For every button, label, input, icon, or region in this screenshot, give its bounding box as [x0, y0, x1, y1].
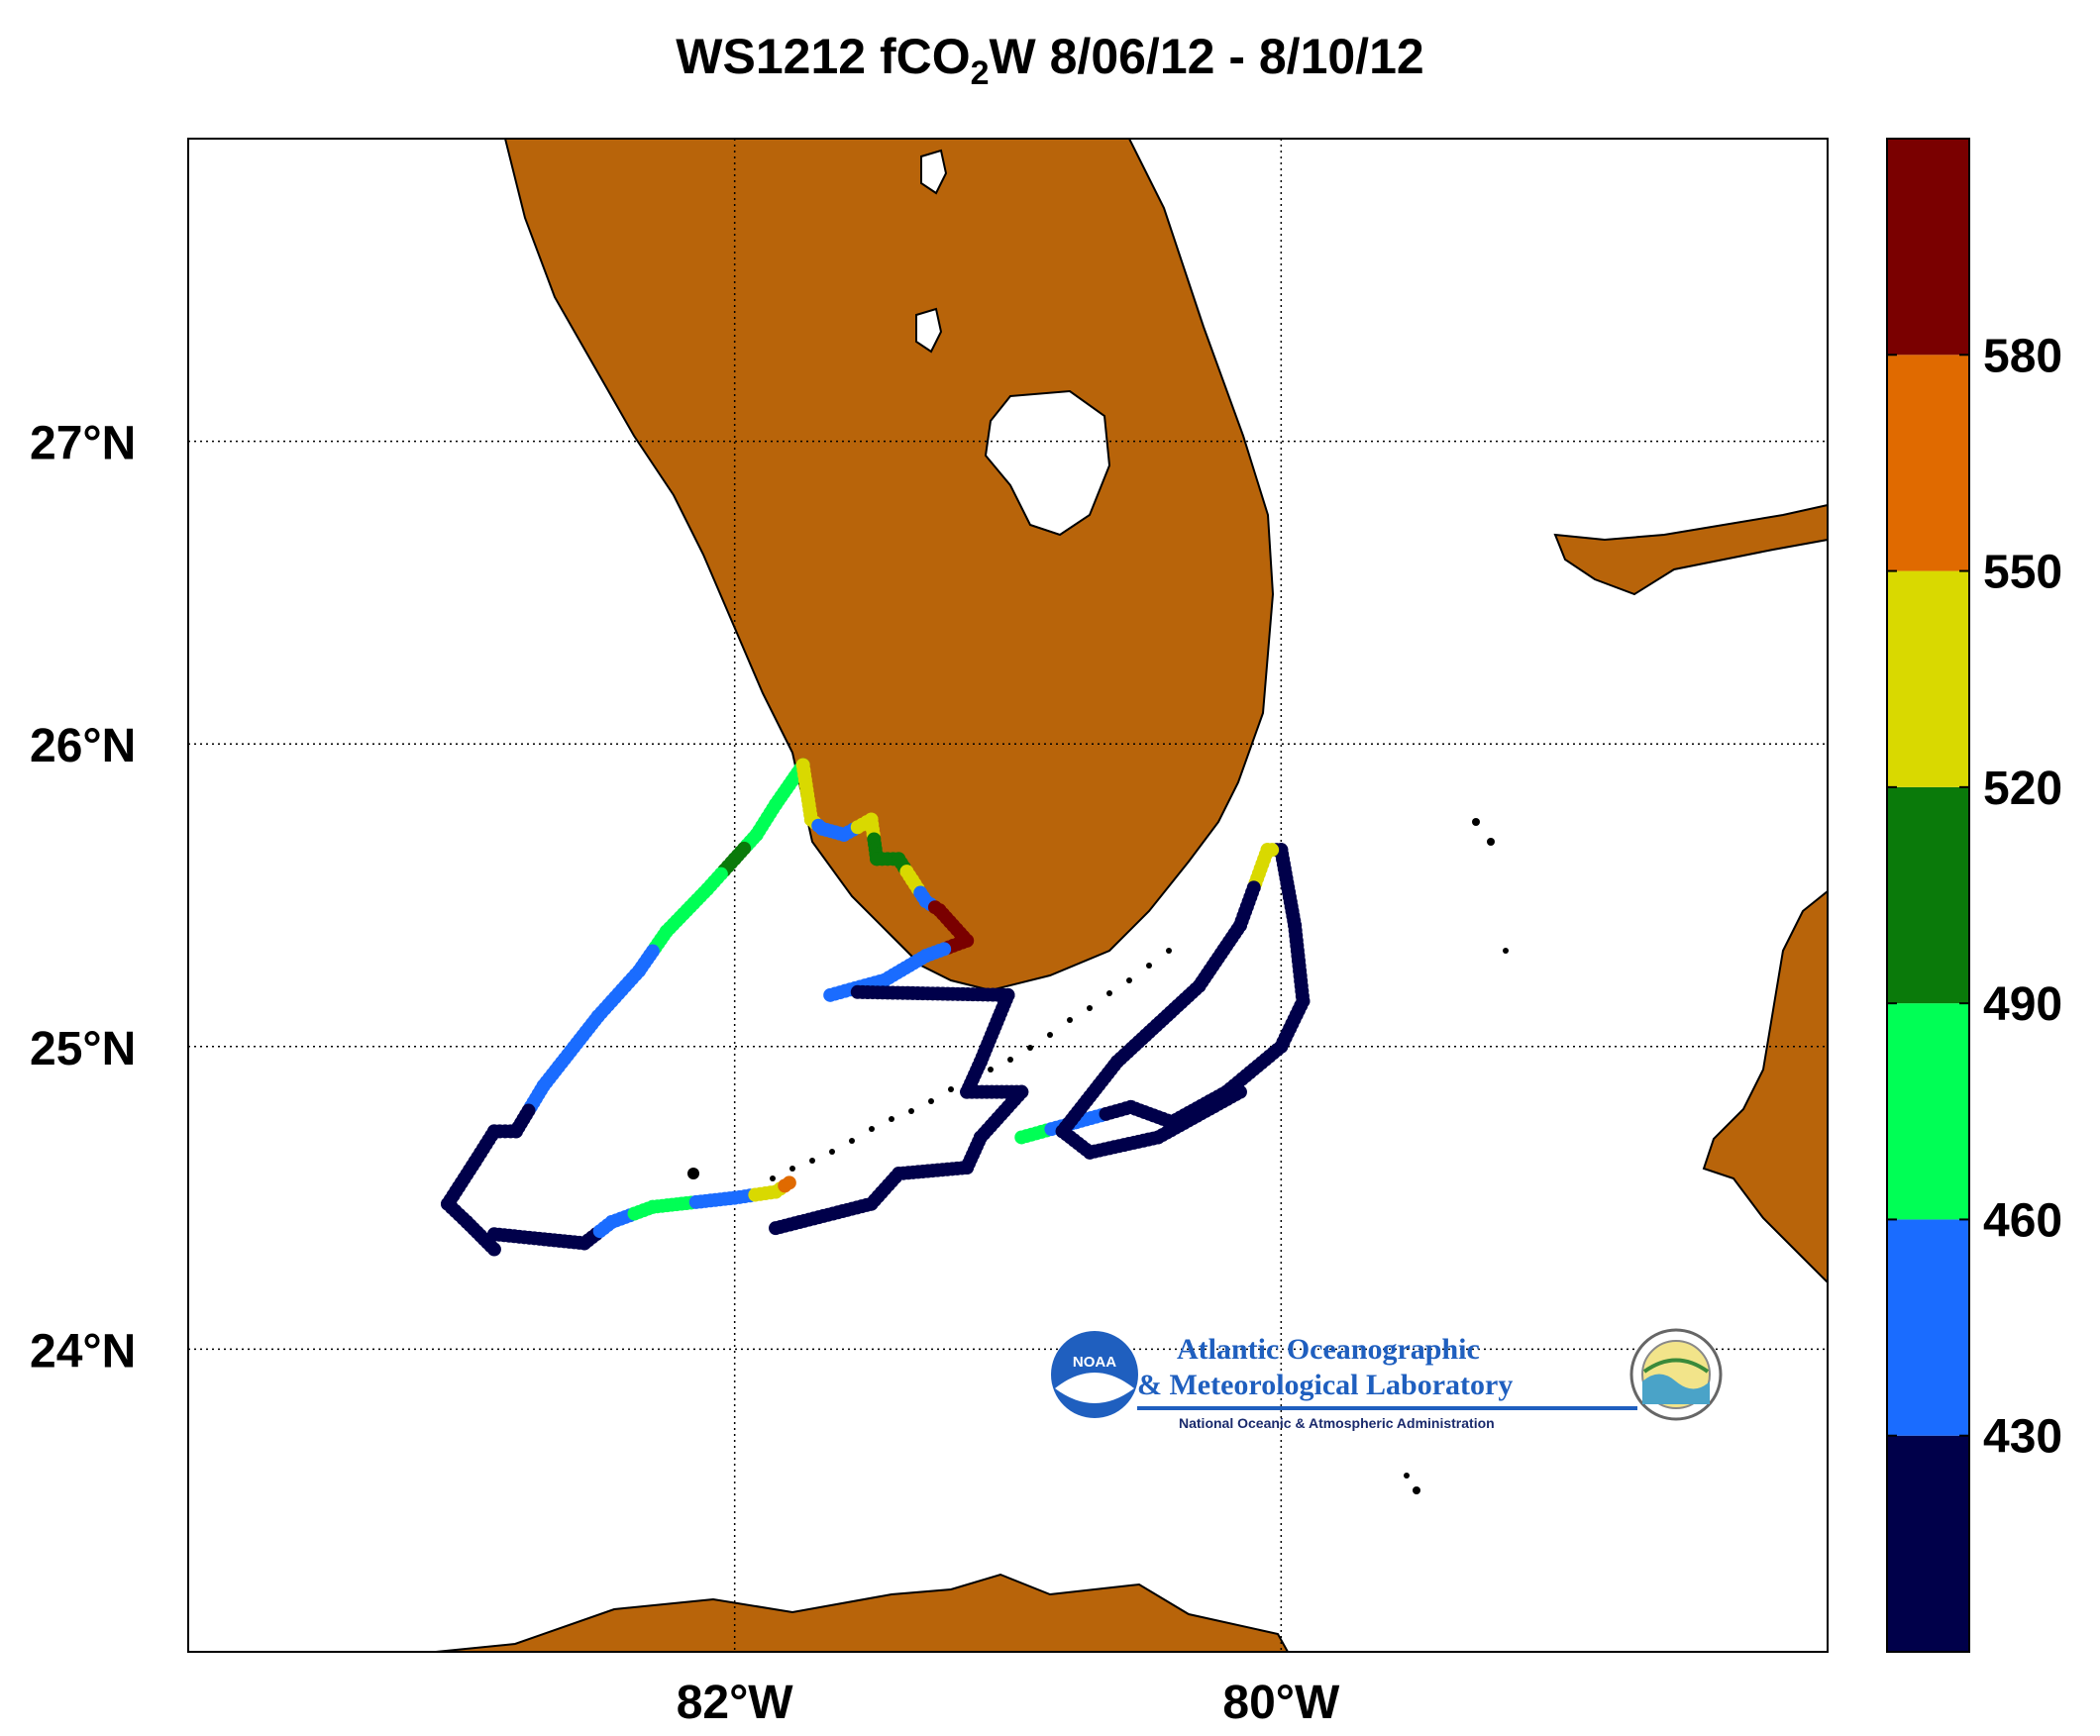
cuba-north-coast	[435, 1573, 1290, 1653]
lon-tick-label: 80°W	[1222, 1677, 1340, 1729]
colorbar-tick-label: 430	[1983, 1411, 2062, 1464]
page-title: WS1212 fCO2W 8/06/12 - 8/10/12	[676, 29, 1424, 92]
lake-okeechobee	[984, 389, 1111, 537]
colorbar-tick-label: 580	[1983, 330, 2062, 382]
lake-small-2	[920, 149, 948, 195]
colorbar-frame	[1886, 138, 1970, 1653]
logo-line-3: National Oceanic & Atmospheric Administr…	[1179, 1415, 1495, 1431]
axis-tick-labels: 82°W 80°W 27°N 26°N 25°N 24°N	[30, 418, 1340, 1729]
florida-peninsula	[503, 138, 1275, 992]
aoml-seal-icon	[1629, 1328, 1723, 1421]
colorbar-tick-label: 490	[1983, 978, 2062, 1031]
colorbar-bin	[1887, 1435, 1969, 1652]
logo-line-2: & Meteorological Laboratory	[1137, 1369, 1513, 1401]
colorbar-tick-label: 520	[1983, 763, 2062, 815]
map-grid	[188, 139, 1828, 1652]
lat-tick-label: 24°N	[30, 1325, 136, 1378]
track-point	[1232, 1084, 1247, 1099]
track-point	[782, 1175, 796, 1190]
map-panel	[187, 138, 1829, 1653]
lat-tick-label: 26°N	[30, 720, 136, 772]
lon-tick-label: 82°W	[677, 1677, 794, 1729]
noaa-badge-text: NOAA	[1073, 1354, 1116, 1371]
land-layer	[435, 138, 1829, 1653]
colorbar-tick-label: 460	[1983, 1194, 2062, 1247]
aoml-logo: NOAA Atlantic Oceanographic & Meteorolog…	[1051, 1328, 1723, 1431]
colorbar-bin	[1887, 1219, 1969, 1436]
lat-tick-label: 25°N	[30, 1023, 136, 1075]
colorbar-bin	[1887, 1003, 1969, 1220]
colorbar: 430 460 490 520 550 580	[1886, 138, 2062, 1653]
logo-line-1: Atlantic Oceanographic	[1177, 1333, 1480, 1366]
colorbar-bin	[1887, 570, 1969, 787]
colorbar-tick-label: 550	[1983, 547, 2062, 599]
track-point	[823, 987, 838, 1002]
lat-tick-label: 27°N	[30, 418, 136, 470]
colorbar-bin	[1887, 139, 1969, 356]
ship-track	[441, 758, 1311, 1257]
bahamas-grand	[1553, 503, 1829, 596]
colorbar-bin	[1887, 355, 1969, 571]
colorbar-bin	[1887, 786, 1969, 1004]
track-point	[769, 1221, 784, 1236]
lake-small-1	[915, 307, 943, 354]
track-point	[486, 1242, 501, 1257]
